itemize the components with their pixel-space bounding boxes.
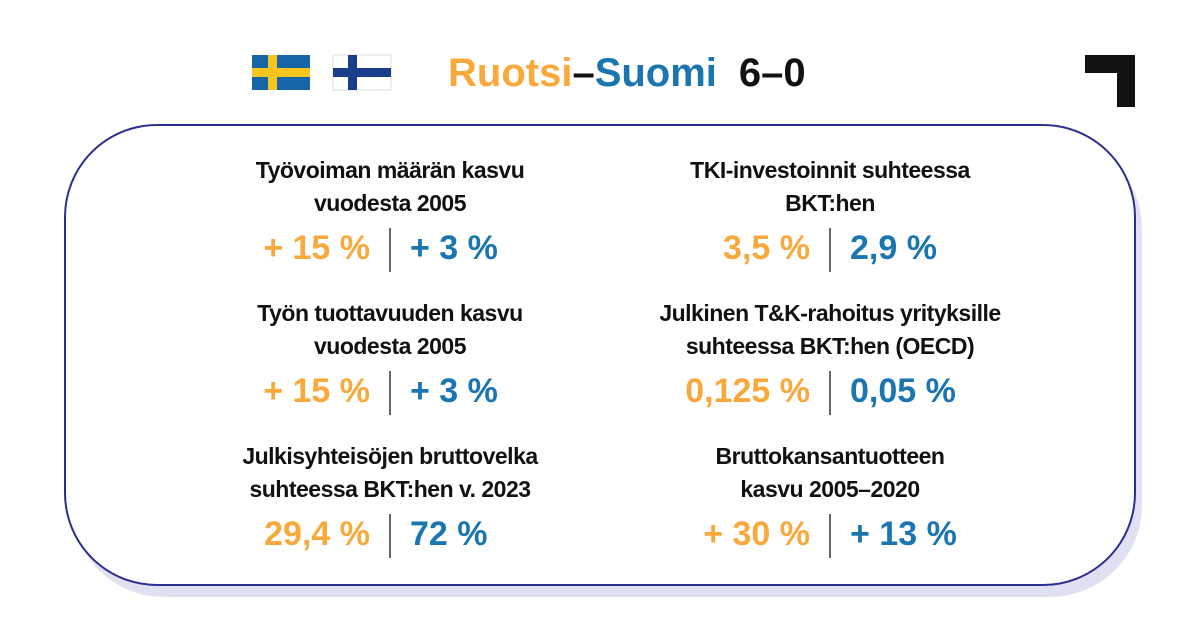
sweden-value: + 30 % (703, 515, 810, 553)
title-dash: – (572, 51, 594, 95)
sweden-value: + 15 % (263, 372, 370, 410)
box (64, 124, 1136, 586)
metric-label: vuodesta 2005 (314, 190, 467, 216)
metric-label: Bruttokansantuotteen (716, 443, 945, 469)
metric-label: Työn tuottavuuden kasvu (257, 300, 522, 326)
metric-label: BKT:hen (785, 190, 875, 216)
metric-label: vuodesta 2005 (314, 333, 467, 359)
sweden-flag (252, 55, 310, 90)
metric-label: suhteessa BKT:hen v. 2023 (249, 476, 530, 502)
title: Ruotsi–Suomi 6–0 (448, 51, 806, 95)
logo (1085, 55, 1135, 107)
title-sweden: Ruotsi (448, 51, 572, 95)
sweden-value: 0,125 % (685, 372, 810, 410)
finland-value: 72 % (410, 515, 488, 553)
metrics: Työvoiman määrän kasvu vuodesta 2005 + 15 … (242, 157, 1001, 558)
metric-label: suhteessa BKT:hen (OECD) (686, 333, 974, 359)
metric-label: Työvoiman määrän kasvu (256, 157, 525, 183)
finland-flag (332, 54, 392, 91)
finland-value: 0,05 % (850, 372, 956, 410)
metric-label: TKI-investoinnit suhteessa (690, 157, 970, 183)
finland-value: 2,9 % (850, 229, 937, 267)
sweden-value: 3,5 % (723, 229, 810, 267)
metric-label: Julkisyhteisöjen bruttovelka (242, 443, 538, 469)
sweden-value: 29,4 % (264, 515, 370, 553)
metric-label: kasvu 2005–2020 (740, 476, 919, 502)
finland-value: + 3 % (410, 229, 498, 267)
finland-value: + 13 % (850, 515, 957, 553)
title-finland: Suomi (595, 51, 717, 95)
score: 6–0 (739, 51, 806, 95)
metric-label: Julkinen T&K-rahoitus yrityksille (659, 300, 1000, 326)
finland-value: + 3 % (410, 372, 498, 410)
sweden-value: + 15 % (263, 229, 370, 267)
